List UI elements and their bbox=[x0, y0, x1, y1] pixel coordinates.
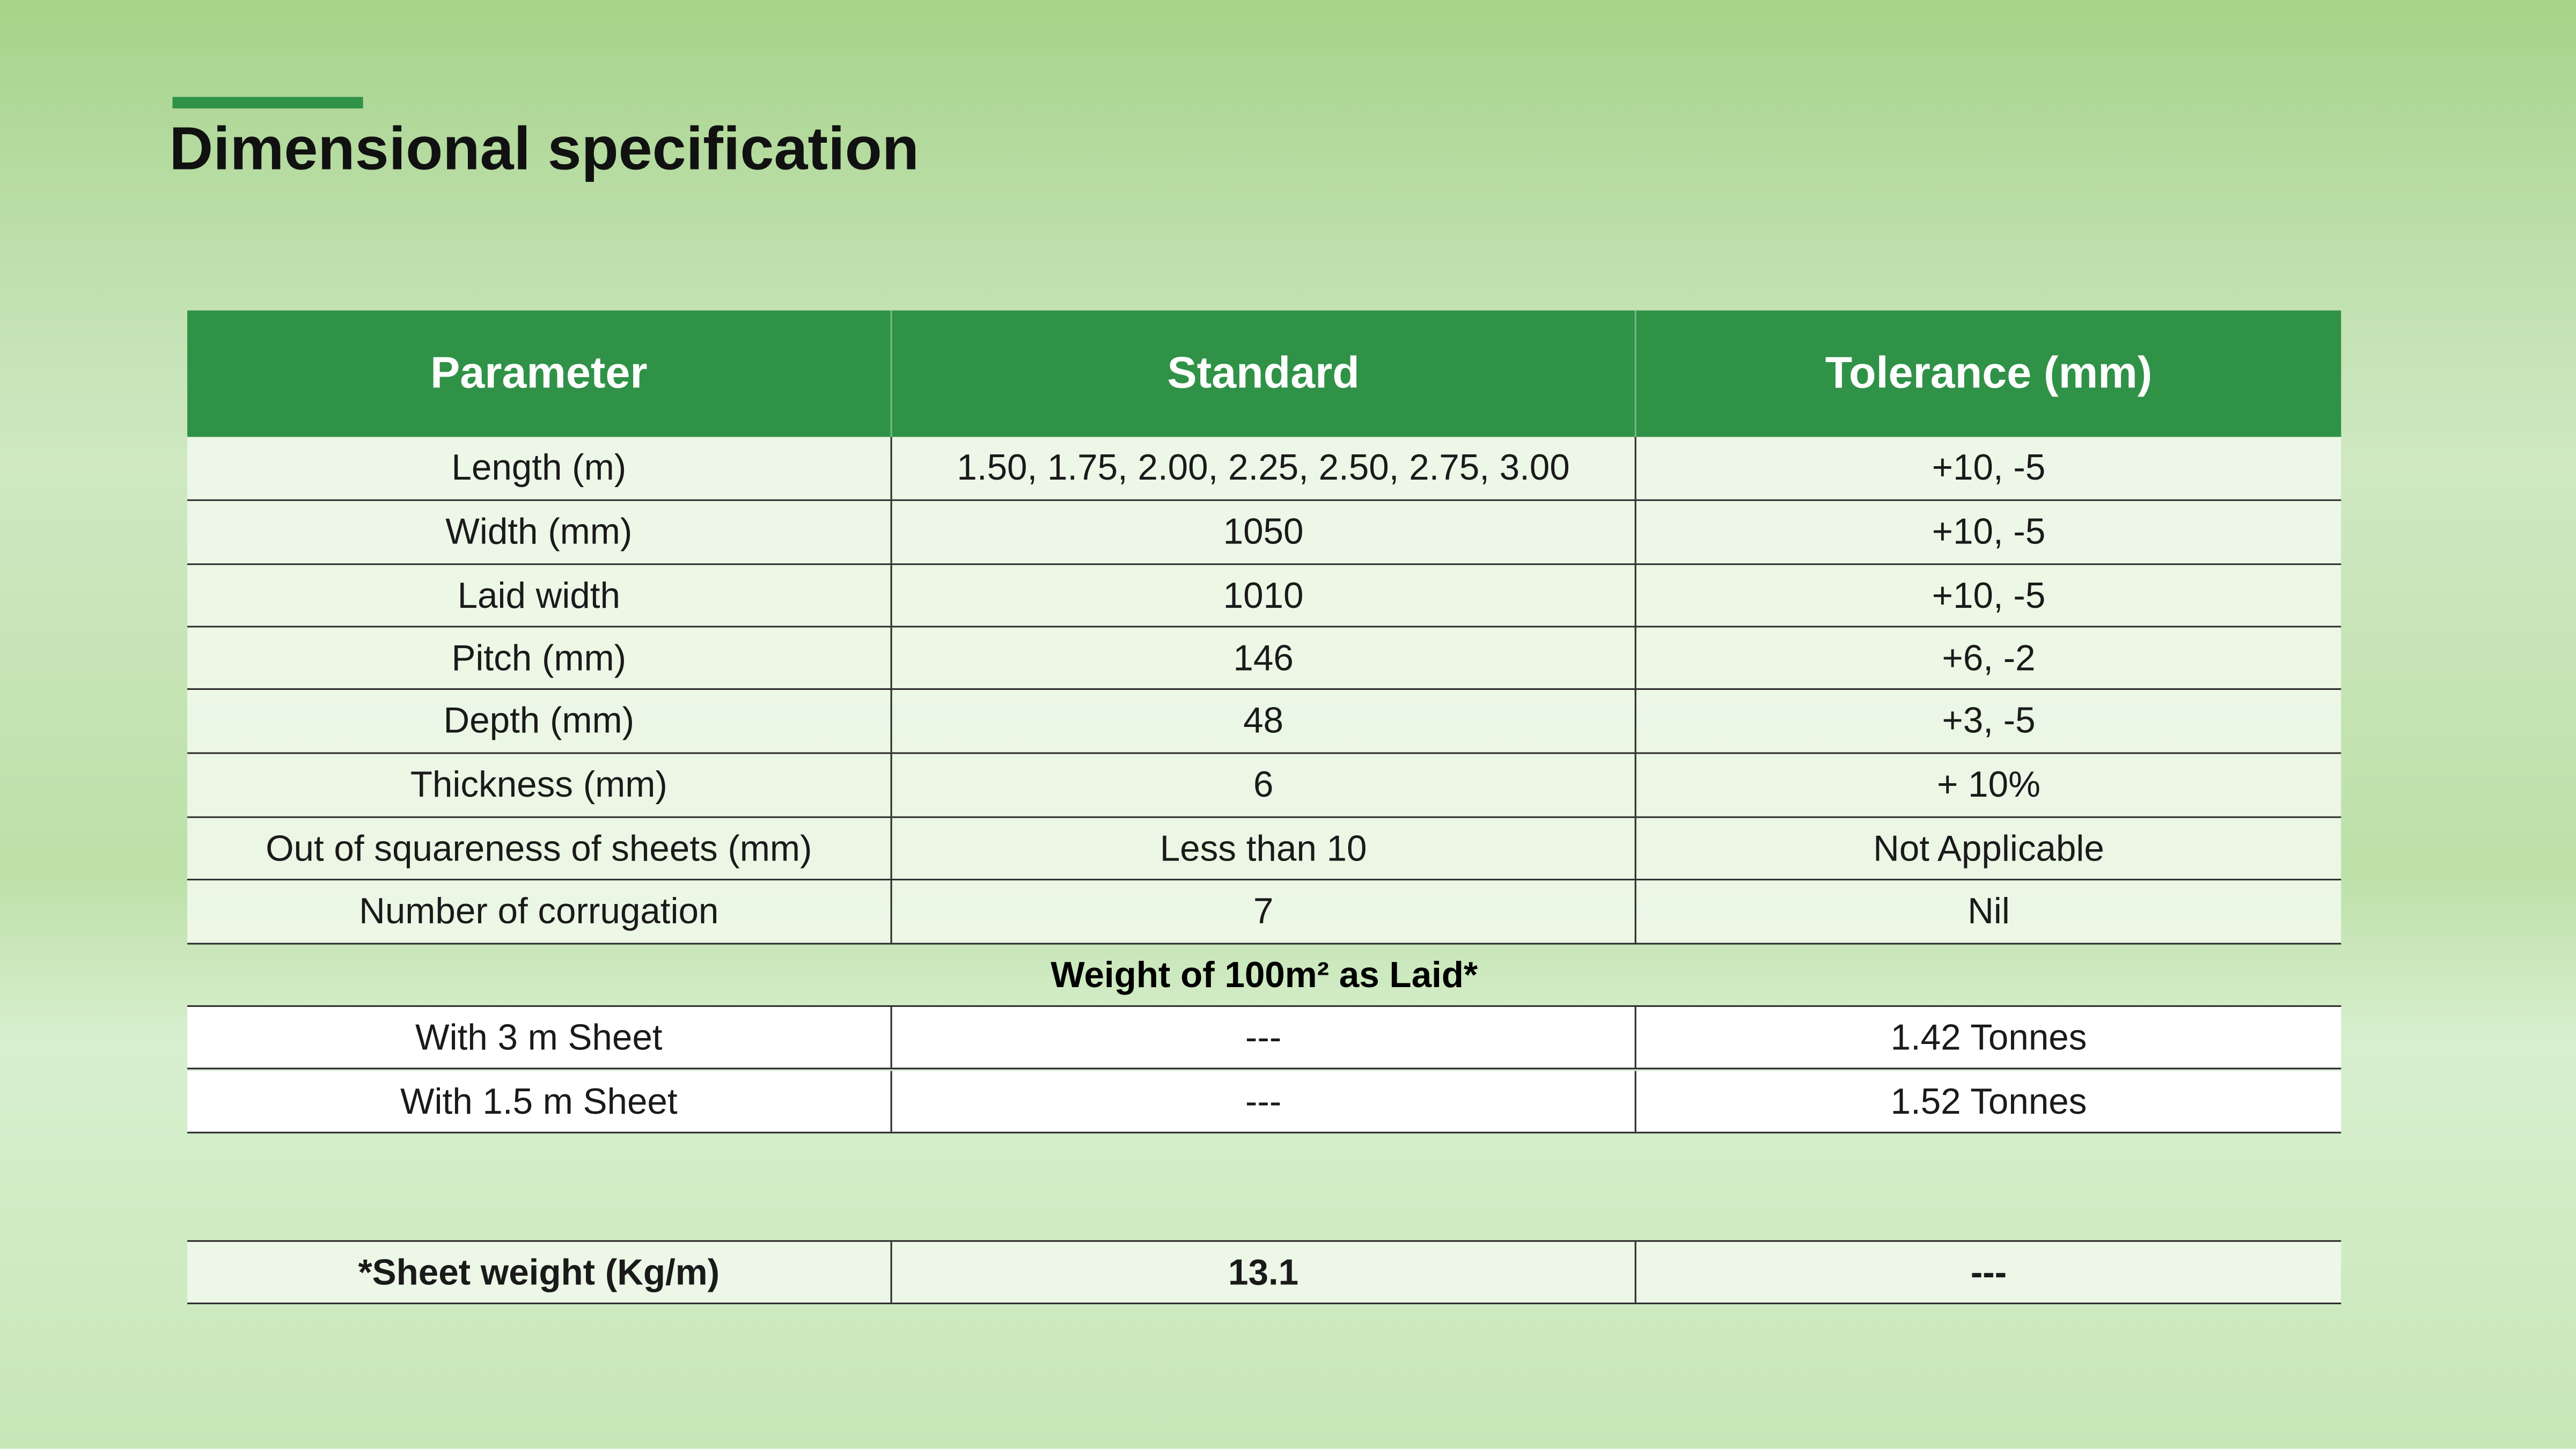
footer-row: *Sheet weight (Kg/m) 13.1 --- bbox=[187, 1240, 2342, 1305]
accent-bar bbox=[172, 97, 363, 109]
table-row: Pitch (mm) 146 +6, -2 bbox=[187, 627, 2342, 690]
cell: With 3 m Sheet bbox=[415, 1016, 663, 1057]
cell: +10, -5 bbox=[1932, 574, 2046, 615]
cell: 1.42 Tonnes bbox=[1890, 1016, 2087, 1057]
cell: Number of corrugation bbox=[359, 890, 719, 932]
table-row: With 3 m Sheet --- 1.42 Tonnes bbox=[187, 1006, 2342, 1070]
section-row: Weight of 100m² as Laid* bbox=[187, 945, 2342, 1007]
table-row: Length (m) 1.50, 1.75, 2.00, 2.25, 2.50, … bbox=[187, 437, 2342, 501]
cell: 146 bbox=[890, 627, 1636, 688]
cell: Laid width bbox=[457, 574, 620, 615]
cell: +10, -5 bbox=[1932, 446, 2046, 488]
table-row: Thickness (mm) 6 + 10% bbox=[187, 754, 2342, 818]
table-row: Width (mm) 1050 +10, -5 bbox=[187, 501, 2342, 565]
cell: 48 bbox=[890, 689, 1636, 753]
cell: 13.1 bbox=[890, 1241, 1636, 1303]
cell: *Sheet weight (Kg/m) bbox=[358, 1251, 720, 1292]
cell: Thickness (mm) bbox=[410, 763, 667, 805]
cell: --- bbox=[890, 1071, 1636, 1132]
cell: Out of squareness of sheets (mm) bbox=[266, 827, 812, 869]
cell: 1050 bbox=[890, 501, 1636, 564]
cell: With 1.5 m Sheet bbox=[400, 1080, 678, 1121]
cell: + 10% bbox=[1936, 763, 2041, 805]
cell: 6 bbox=[890, 754, 1636, 817]
table-row: Number of corrugation 7 Nil bbox=[187, 880, 2342, 945]
cell: +10, -5 bbox=[1932, 511, 2046, 552]
cell: Parameter bbox=[430, 348, 648, 398]
cell: Width (mm) bbox=[445, 511, 633, 552]
table-header: Parameter Standard Tolerance (mm) bbox=[187, 310, 2342, 437]
cell: 1.52 Tonnes bbox=[1890, 1080, 2087, 1121]
cell: Pitch (mm) bbox=[451, 636, 627, 678]
cell: Length (m) bbox=[451, 446, 627, 488]
cell: --- bbox=[890, 1006, 1636, 1068]
cell: +6, -2 bbox=[1942, 636, 2036, 678]
table-row: Out of squareness of sheets (mm) Less tha… bbox=[187, 818, 2342, 881]
cell: Less than 10 bbox=[890, 818, 1636, 879]
cell: Nil bbox=[1968, 890, 2010, 932]
table-row: Laid width 1010 +10, -5 bbox=[187, 565, 2342, 628]
cell: --- bbox=[1970, 1251, 2007, 1292]
cell: Standard bbox=[890, 310, 1636, 437]
cell: Tolerance (mm) bbox=[1825, 348, 2153, 398]
cell: 1.50, 1.75, 2.00, 2.25, 2.50, 2.75, 3.00 bbox=[890, 437, 1636, 499]
cell: Not Applicable bbox=[1873, 827, 2104, 869]
title: Dimensional specification bbox=[169, 115, 919, 182]
table-row: With 1.5 m Sheet --- 1.52 Tonnes bbox=[187, 1071, 2342, 1134]
cell: +3, -5 bbox=[1942, 700, 2036, 741]
cell: Depth (mm) bbox=[443, 700, 635, 741]
cell: 7 bbox=[890, 880, 1636, 943]
table-row: Depth (mm) 48 +3, -5 bbox=[187, 689, 2342, 754]
cell: 1010 bbox=[890, 565, 1636, 626]
